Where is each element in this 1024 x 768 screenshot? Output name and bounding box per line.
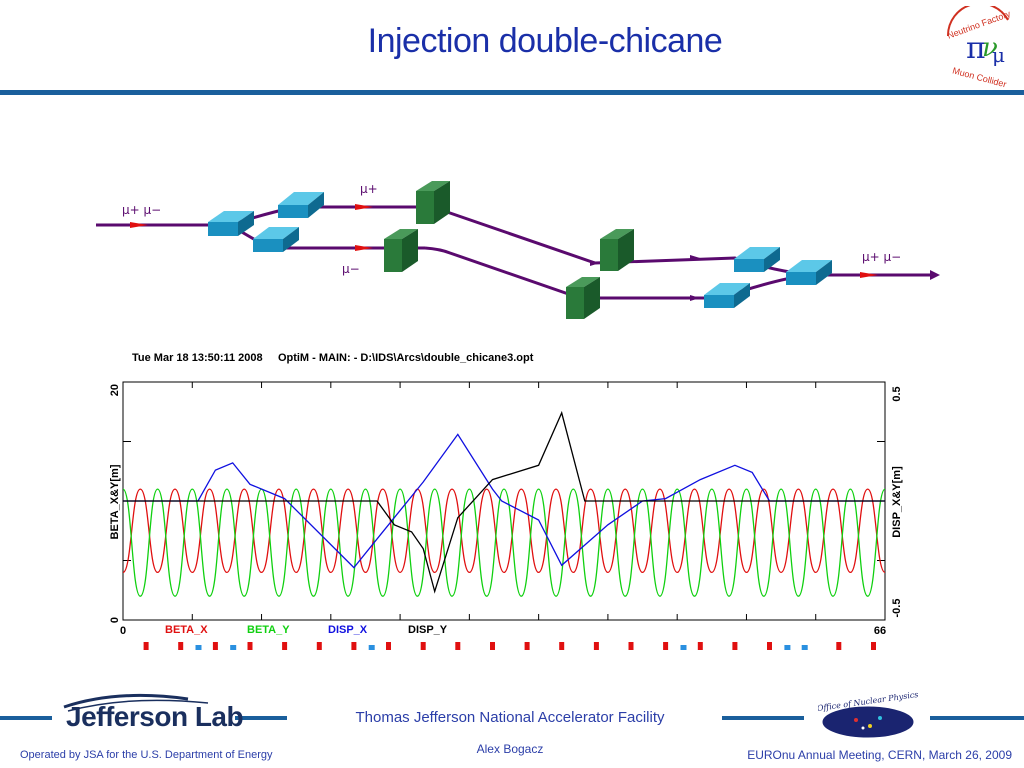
dipole-marker bbox=[490, 642, 495, 650]
y-left-top-label: 20 bbox=[109, 384, 121, 396]
plot-curves bbox=[122, 410, 886, 597]
quad-block bbox=[384, 229, 418, 272]
magnet-block bbox=[253, 227, 299, 252]
dipole-marker bbox=[697, 642, 703, 650]
dipole-marker bbox=[524, 642, 530, 650]
label-right: μ+ μ− bbox=[862, 250, 901, 264]
svg-text:π: π bbox=[966, 31, 986, 66]
neutrino-factory-logo: Neutrino Factory π ν μ Muon Collider bbox=[946, 6, 1012, 88]
label-bottom: μ− bbox=[342, 262, 360, 276]
footer-meeting: EUROnu Annual Meeting, CERN, March 26, 2… bbox=[747, 748, 1012, 762]
y-right-axis-label: DISP_X&Y[m] bbox=[891, 466, 903, 538]
dipole-marker bbox=[767, 642, 772, 650]
dipole-marker bbox=[386, 642, 391, 650]
legend-disp-y: DISP_Y bbox=[408, 624, 448, 636]
slide-title: Injection double-chicane bbox=[367, 22, 723, 60]
y-right-top-label: 0.5 bbox=[891, 386, 903, 401]
facility-name: Thomas Jefferson National Accelerator Fa… bbox=[355, 709, 665, 726]
dipole-magnets bbox=[208, 192, 832, 308]
quad-marker bbox=[195, 645, 202, 650]
footer-rule-right bbox=[930, 716, 1024, 720]
svg-text:μ: μ bbox=[992, 43, 1005, 67]
dipole-marker bbox=[316, 642, 322, 650]
dipole-marker bbox=[628, 642, 634, 650]
quad-marker bbox=[230, 645, 237, 650]
dipole-marker bbox=[212, 642, 218, 650]
dipole-marker bbox=[732, 642, 738, 650]
dipole-marker bbox=[871, 642, 876, 650]
x-max-label: 66 bbox=[874, 625, 886, 637]
jefferson-lab-wordmark: Jefferson Lab bbox=[66, 701, 244, 732]
title-rule bbox=[0, 90, 1024, 95]
quad-marker bbox=[801, 645, 808, 650]
magnet-block bbox=[704, 283, 750, 308]
dipole-marker bbox=[247, 642, 253, 650]
y-left-bottom-label: 0 bbox=[109, 617, 121, 623]
dipole-marker bbox=[282, 642, 288, 650]
dipole-marker bbox=[178, 642, 184, 650]
quad-magnets bbox=[384, 181, 634, 319]
dipole-marker bbox=[351, 642, 357, 650]
quad-marker bbox=[680, 645, 687, 650]
footer-rule-left bbox=[0, 716, 52, 720]
dipole-marker bbox=[143, 642, 149, 650]
quad-block bbox=[600, 229, 634, 271]
y-right-bottom-label: -0.5 bbox=[891, 599, 903, 618]
lattice-elements bbox=[143, 642, 876, 650]
series-line-beta-y bbox=[122, 488, 886, 597]
magnet-block bbox=[786, 260, 832, 285]
x-min-label: 0 bbox=[120, 625, 126, 637]
dipole-marker bbox=[593, 642, 599, 650]
nuclear-physics-logo: Office of Nuclear Physics bbox=[818, 692, 918, 739]
y-left-axis-label: BETA_X&Y[m] bbox=[109, 464, 121, 539]
quad-marker bbox=[368, 645, 375, 650]
plot-header: Tue Mar 18 13:50:11 2008 OptiM - MAIN: -… bbox=[132, 352, 534, 364]
magnet-block bbox=[208, 211, 254, 236]
footer-rule-mid-left bbox=[235, 716, 287, 720]
footer-operator: Operated by JSA for the U.S. Department … bbox=[20, 749, 273, 761]
legend-beta-x: BETA_X bbox=[165, 624, 208, 636]
svg-text:Muon Collider: Muon Collider bbox=[951, 65, 1007, 88]
footer-rule-mid-right bbox=[722, 716, 804, 720]
series-line-disp-x bbox=[123, 433, 885, 569]
quad-block bbox=[566, 277, 600, 319]
magnet-block bbox=[278, 192, 324, 218]
dipole-marker bbox=[559, 642, 565, 650]
quad-block bbox=[416, 181, 450, 224]
chicane-schematic: μ+ μ− μ+ μ− μ+ μ− bbox=[96, 181, 940, 319]
author-name: Alex Bogacz bbox=[476, 742, 544, 756]
dipole-marker bbox=[663, 642, 669, 650]
series-line-beta-x bbox=[122, 488, 886, 574]
legend-beta-y: BETA_Y bbox=[247, 624, 290, 636]
magnet-block bbox=[734, 247, 780, 272]
label-top: μ+ bbox=[360, 182, 378, 196]
label-left: μ+ μ− bbox=[122, 203, 161, 217]
svg-text:ν: ν bbox=[982, 33, 998, 63]
quad-marker bbox=[784, 645, 791, 650]
optics-plot: 20 0 BETA_X&Y[m] 0.5 -0.5 DISP_X&Y[m] 0 … bbox=[109, 381, 903, 650]
series-line-disp-y bbox=[123, 410, 885, 594]
dipole-marker bbox=[836, 642, 842, 650]
jefferson-lab-logo bbox=[63, 693, 209, 712]
legend-disp-x: DISP_X bbox=[328, 624, 368, 636]
dipole-marker bbox=[420, 642, 426, 650]
dipole-marker bbox=[455, 642, 461, 650]
